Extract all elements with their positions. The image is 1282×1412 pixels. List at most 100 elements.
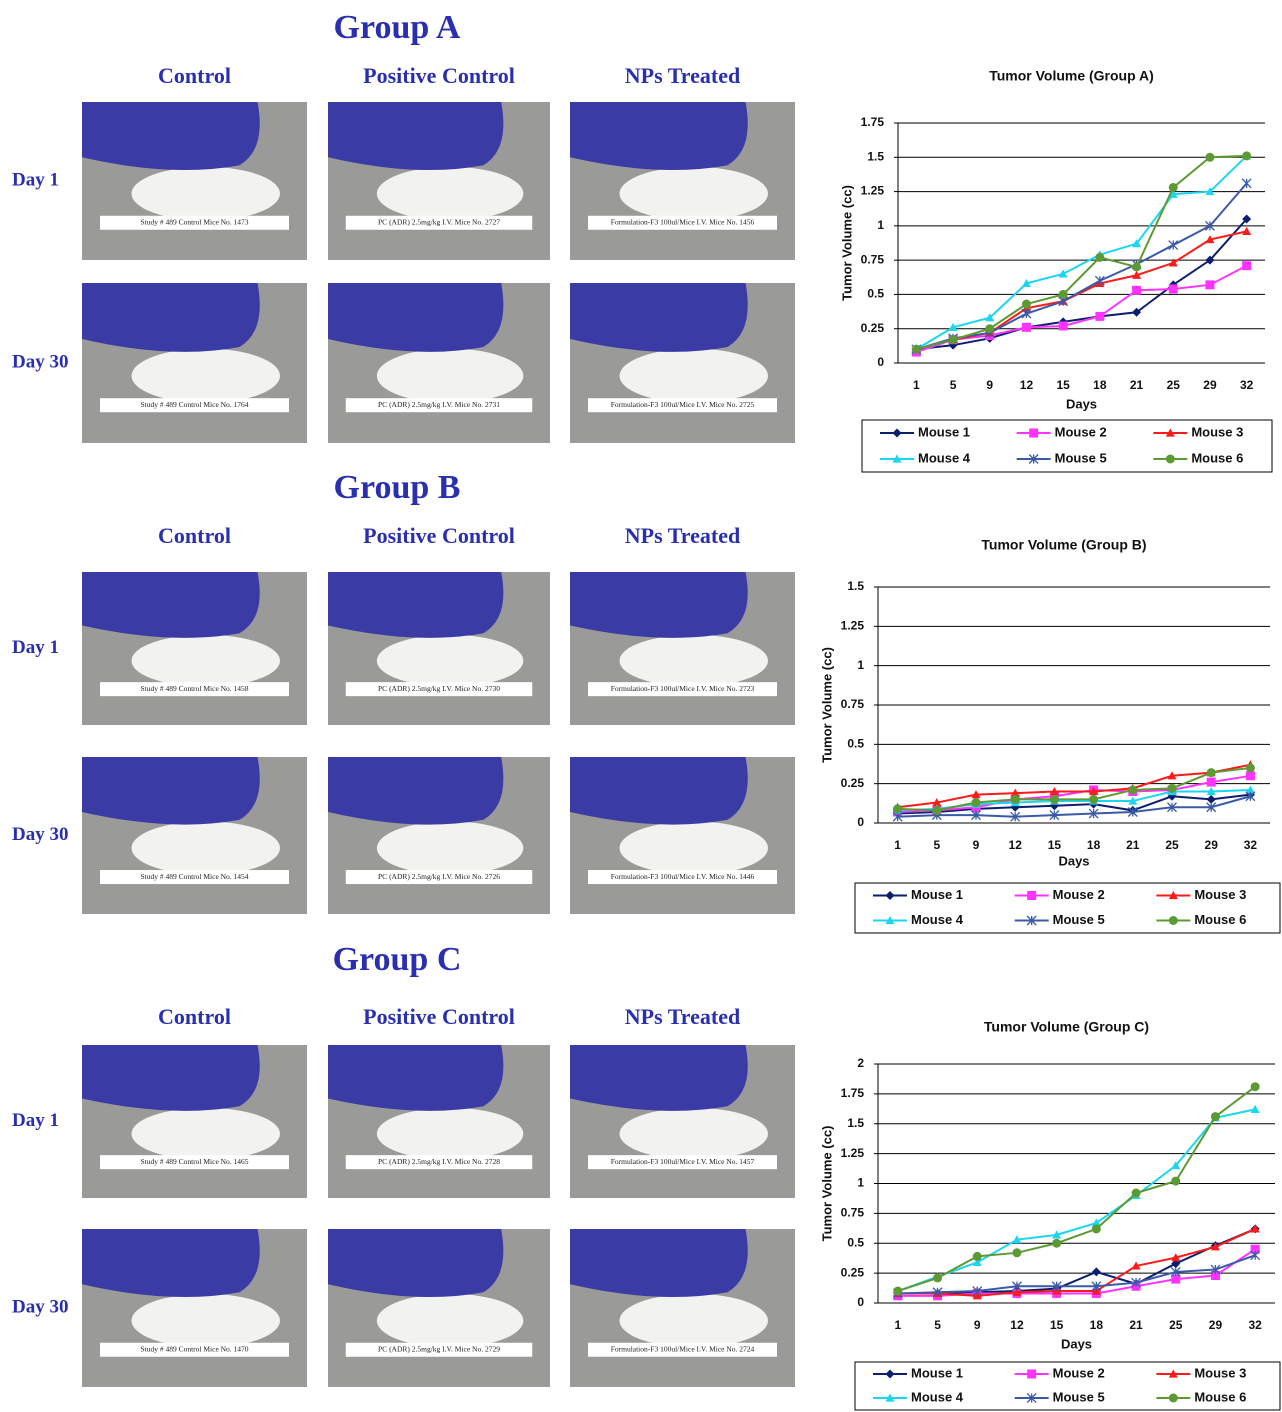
y-tick-label: 1.5 xyxy=(847,579,864,593)
x-tick-label: 18 xyxy=(1090,1318,1104,1332)
x-tick-label: 9 xyxy=(973,838,980,852)
label-card-text: Formulation-F3 100ul/Mice I.V. Mice No. … xyxy=(611,872,755,881)
legend-label: Mouse 6 xyxy=(1194,1389,1246,1404)
data-point xyxy=(1169,258,1178,266)
y-tick-label: 0 xyxy=(857,1295,864,1309)
data-point xyxy=(893,1287,902,1296)
series-line xyxy=(898,1255,1255,1293)
legend-label: Mouse 2 xyxy=(1053,887,1105,902)
group-title: Group B xyxy=(334,469,461,506)
data-point xyxy=(1095,253,1104,262)
column-label: NPs Treated xyxy=(625,1004,741,1029)
data-point xyxy=(1092,1224,1101,1233)
data-point xyxy=(1095,312,1104,321)
data-point xyxy=(949,335,958,344)
glove xyxy=(82,757,260,825)
x-tick-label: 9 xyxy=(986,378,993,392)
data-point xyxy=(1022,309,1031,318)
label-card-text: PC (ADR) 2.5mg/kg I.V. Mice No. 2731 xyxy=(378,400,500,409)
label-card-text: PC (ADR) 2.5mg/kg I.V. Mice No. 2726 xyxy=(378,872,500,881)
photo: Formulation-F3 100ul/Mice I.V. Mice No. … xyxy=(570,102,795,260)
data-point xyxy=(1242,151,1251,160)
y-tick-label: 0.75 xyxy=(841,697,865,711)
x-tick-label: 32 xyxy=(1248,1318,1262,1332)
x-tick-label: 15 xyxy=(1050,1318,1064,1332)
data-point xyxy=(893,804,902,813)
data-point xyxy=(1059,269,1068,277)
chart-title: Tumor Volume (Group B) xyxy=(981,537,1146,553)
legend-label: Mouse 4 xyxy=(918,450,971,465)
legend-label: Mouse 5 xyxy=(1053,1389,1105,1404)
mouse xyxy=(377,1294,524,1348)
x-tick-label: 5 xyxy=(933,838,940,852)
x-axis-label: Days xyxy=(1058,853,1089,868)
y-tick-label: 0 xyxy=(877,355,884,369)
legend-label: Mouse 4 xyxy=(911,1389,964,1404)
data-point xyxy=(1242,179,1251,188)
data-point xyxy=(932,806,941,815)
legend-marker xyxy=(1166,455,1175,464)
y-tick-label: 1.25 xyxy=(841,1146,865,1160)
label-card-text: Formulation-F3 100ul/Mice I.V. Mice No. … xyxy=(611,684,755,693)
glove xyxy=(570,572,748,638)
data-point xyxy=(1022,300,1031,309)
mouse xyxy=(620,1294,769,1348)
x-tick-label: 21 xyxy=(1129,1318,1143,1332)
y-tick-label: 1.25 xyxy=(841,619,865,633)
y-tick-label: 0.75 xyxy=(861,252,885,266)
label-card-text: PC (ADR) 2.5mg/kg I.V. Mice No. 2730 xyxy=(378,684,500,693)
glove xyxy=(82,102,260,170)
series-line xyxy=(898,1229,1255,1294)
legend-label: Mouse 5 xyxy=(1055,450,1107,465)
x-tick-label: 29 xyxy=(1203,378,1217,392)
data-point xyxy=(1132,263,1141,272)
data-point xyxy=(1011,795,1020,804)
y-tick-label: 1.5 xyxy=(867,149,884,163)
label-card-text: Study # 489 Control Mice No. 1764 xyxy=(140,400,248,409)
x-axis-label: Days xyxy=(1066,396,1097,411)
photo: Study # 489 Control Mice No. 1458 xyxy=(82,572,307,725)
data-point xyxy=(1132,1189,1141,1198)
x-tick-label: 25 xyxy=(1169,1318,1183,1332)
data-point xyxy=(972,798,981,807)
mouse xyxy=(620,167,769,221)
y-tick-label: 1.75 xyxy=(861,115,885,129)
glove xyxy=(328,572,503,638)
data-point xyxy=(1207,768,1216,777)
x-tick-label: 21 xyxy=(1130,378,1144,392)
label-card-text: Formulation-F3 100ul/Mice I.V. Mice No. … xyxy=(611,217,755,226)
column-label: Positive Control xyxy=(363,63,515,88)
label-card-text: PC (ADR) 2.5mg/kg I.V. Mice No. 2728 xyxy=(378,1157,500,1166)
data-point xyxy=(1169,241,1178,250)
data-point xyxy=(1246,763,1255,772)
x-tick-label: 1 xyxy=(895,1318,902,1332)
data-point xyxy=(1050,795,1059,804)
chart-title: Tumor Volume (Group C) xyxy=(984,1019,1149,1035)
mouse xyxy=(377,821,524,874)
glove xyxy=(570,1045,748,1111)
legend-label: Mouse 5 xyxy=(1053,912,1105,927)
mouse xyxy=(132,1294,281,1348)
glove xyxy=(328,1045,503,1111)
mouse xyxy=(132,635,281,687)
series-line xyxy=(916,219,1246,349)
row-label: Day 1 xyxy=(12,637,59,658)
data-point xyxy=(1205,153,1214,162)
photo: Study # 489 Control Mice No. 1764 xyxy=(82,283,307,443)
mouse xyxy=(620,349,769,403)
x-tick-label: 12 xyxy=(1009,838,1023,852)
mouse xyxy=(620,635,769,687)
glove xyxy=(328,1229,503,1297)
legend-label: Mouse 1 xyxy=(911,887,963,902)
y-tick-label: 0.5 xyxy=(867,287,884,301)
photo: PC (ADR) 2.5mg/kg I.V. Mice No. 2728 xyxy=(328,1045,550,1198)
column-label: Control xyxy=(158,63,231,88)
y-axis-label: Tumor Volume (cc) xyxy=(839,185,854,301)
data-point xyxy=(1211,1112,1220,1121)
x-tick-label: 29 xyxy=(1205,838,1219,852)
label-card-text: Study # 489 Control Mice No. 1465 xyxy=(140,1157,248,1166)
photo: Study # 489 Control Mice No. 1470 xyxy=(82,1229,307,1387)
mouse xyxy=(620,821,769,874)
x-tick-label: 15 xyxy=(1048,838,1062,852)
photo: Formulation-F3 100ul/Mice I.V. Mice No. … xyxy=(570,757,795,914)
